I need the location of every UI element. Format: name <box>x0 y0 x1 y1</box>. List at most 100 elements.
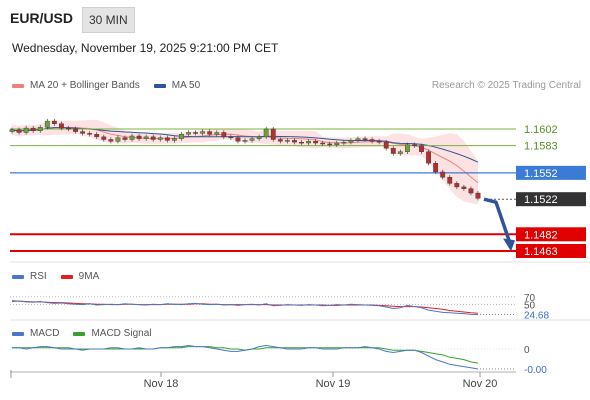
candle-body <box>228 136 234 139</box>
legend-swatch <box>60 274 73 279</box>
candle-body <box>179 134 184 139</box>
candle-body <box>129 135 135 140</box>
candle-body <box>376 141 382 143</box>
candle-body <box>468 188 474 194</box>
candle-body <box>292 140 297 143</box>
candle-body <box>37 127 43 131</box>
candle-body <box>256 136 262 139</box>
main-legend: MA 20 + Bollinger Bands MA 50 <box>12 80 214 91</box>
candle-body <box>306 141 311 144</box>
level-label: 1.1552 <box>524 168 558 180</box>
candle-body <box>164 137 170 141</box>
level-label: 1.1583 <box>524 141 558 153</box>
candle-body <box>334 142 340 145</box>
legend-swatch <box>12 83 24 88</box>
candle-body <box>270 128 276 140</box>
forecast-arrow-head <box>503 238 515 252</box>
candle-body <box>348 140 354 143</box>
level-label: 1.1522 <box>524 194 558 206</box>
candle-body <box>157 137 163 140</box>
candle-body <box>313 141 319 144</box>
legend-label: 9MA <box>78 271 100 282</box>
level-label: 1.1482 <box>524 229 558 241</box>
candle-body <box>341 141 347 144</box>
level-label: 1.1463 <box>524 246 558 258</box>
candle-body <box>397 151 403 154</box>
candle-body <box>369 139 375 142</box>
legend-label: MA 20 + Bollinger Bands <box>30 80 140 91</box>
candle-body <box>115 137 121 142</box>
legend-label: MA 50 <box>171 80 201 91</box>
candle-body <box>447 177 453 184</box>
legend-swatch <box>153 83 166 88</box>
candle-body <box>59 123 64 129</box>
rsi-level-label: 50 <box>524 301 536 312</box>
candle-body <box>87 133 93 135</box>
copyright-text: Research © 2025 Trading Central <box>431 80 581 91</box>
candle-body <box>362 138 368 140</box>
macd-legend: MACD MACD Signal <box>12 328 165 339</box>
candle-body <box>150 136 156 140</box>
candle-body <box>320 142 326 145</box>
candle-body <box>80 131 86 134</box>
candle-body <box>475 192 481 199</box>
candle-body <box>23 127 29 133</box>
candle-body <box>454 183 460 188</box>
candle-body <box>440 171 446 178</box>
candle-body <box>426 151 431 164</box>
legend-ma50: MA 50 <box>153 80 201 91</box>
candle-body <box>249 138 255 141</box>
level-badge <box>516 243 586 258</box>
candle-body <box>327 143 333 146</box>
timeframe-badge[interactable]: 30 MIN <box>82 7 135 33</box>
candle-body <box>143 136 149 139</box>
legend-macd: MACD <box>12 328 59 339</box>
chart-datetime: Wednesday, November 19, 2025 9:21:00 PM … <box>12 41 279 55</box>
level-badge <box>516 165 586 180</box>
candles <box>9 118 481 201</box>
candle-body <box>383 141 389 149</box>
rsi-level-label: 70 <box>524 293 536 304</box>
x-tick-label: Nov 20 <box>463 378 498 390</box>
candle-body <box>171 138 177 141</box>
candle-body <box>412 144 417 146</box>
candle-body <box>284 140 290 142</box>
legend-rsi: RSI <box>12 271 47 282</box>
candle-body <box>101 136 107 140</box>
candle-body <box>242 140 248 142</box>
price-levels: 1.1602 1.1583 1.1552 1.1522 1.1482 1.1463 <box>10 124 586 258</box>
legend-swatch <box>12 331 24 336</box>
legend-label: RSI <box>30 271 47 282</box>
candle-body <box>200 131 206 134</box>
x-axis: Nov 18 Nov 19 Nov 20 <box>10 370 516 390</box>
rsi-current-label: 24.68 <box>524 311 549 322</box>
candle-body <box>73 128 78 132</box>
level-label: 1.1602 <box>524 124 558 136</box>
candle-body <box>214 132 220 135</box>
macd-line <box>12 344 479 370</box>
macd-level-label: 0 <box>524 345 530 356</box>
legend-rsi-9ma: 9MA <box>60 271 100 282</box>
candle-body <box>404 144 410 152</box>
rsi-line <box>11 300 479 315</box>
x-tick-label: Nov 18 <box>144 378 179 390</box>
legend-swatch <box>73 331 86 336</box>
rsi-legend: RSI 9MA <box>12 271 113 282</box>
candle-body <box>122 137 128 140</box>
candle-body <box>30 127 36 131</box>
candle-body <box>94 134 100 138</box>
candle-body <box>235 137 241 142</box>
candle-body <box>51 120 57 124</box>
x-tick-label: Nov 19 <box>316 378 351 390</box>
legend-ma20-bollinger: MA 20 + Bollinger Bands <box>12 80 140 91</box>
legend-swatch <box>12 274 24 279</box>
candle-body <box>16 129 22 133</box>
legend-macd-signal: MACD Signal <box>73 328 151 339</box>
candle-body <box>277 139 283 142</box>
candle-body <box>207 131 213 135</box>
candle-body <box>355 138 361 141</box>
candle-body <box>221 132 227 138</box>
candle-body <box>44 120 50 128</box>
